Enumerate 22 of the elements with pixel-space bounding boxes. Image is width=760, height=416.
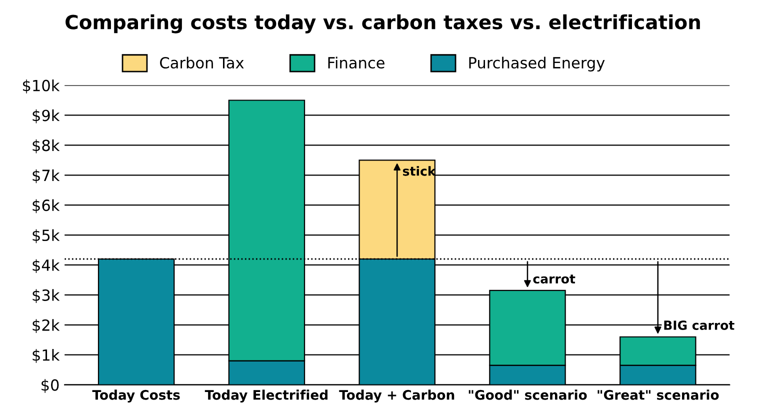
- y-tick-label: $2k: [32, 319, 60, 333]
- y-tick-label: $10k: [23, 79, 60, 94]
- y-tick-label: $6k: [32, 199, 60, 214]
- y-tick-label: $7k: [32, 169, 60, 184]
- y-tick-label: $8k: [32, 139, 60, 154]
- y-tick-label: $0: [42, 378, 59, 393]
- x-tick-label: "Great" scenario: [598, 390, 719, 400]
- legend-label: Carbon Tax: [160, 56, 244, 69]
- x-tick-label: Today + Carbon: [339, 390, 454, 403]
- annotation: BIG carrot: [664, 320, 734, 330]
- y-tick-label: $1k: [32, 349, 60, 363]
- annotation: carrot: [533, 274, 576, 284]
- x-tick-label: Today Electrified: [204, 390, 328, 403]
- legend-label: Finance: [328, 56, 384, 69]
- y-tick-label: $4k: [32, 259, 60, 274]
- legend-label: Purchased Energy: [469, 56, 605, 72]
- y-tick-label: $9k: [32, 109, 60, 124]
- y-tick-label: $5k: [32, 229, 60, 244]
- x-tick-label: "Good" scenario: [468, 390, 587, 400]
- chart-title: Comparing costs today vs. carbon taxes vs. electrification: [66, 14, 700, 34]
- y-tick-label: $3k: [32, 289, 60, 303]
- x-tick-label: Today Costs: [92, 390, 180, 403]
